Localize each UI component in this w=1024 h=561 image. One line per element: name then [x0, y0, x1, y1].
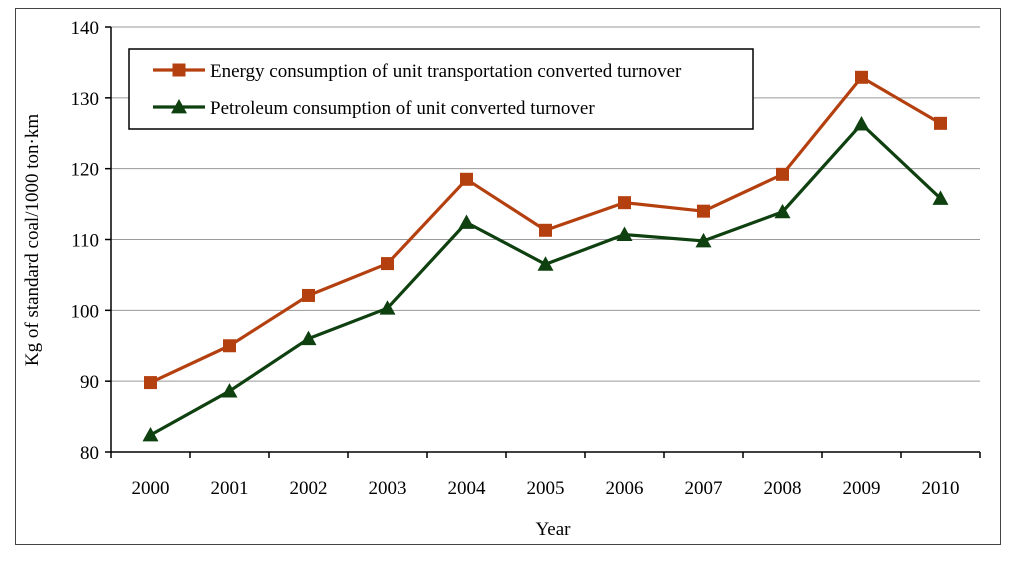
data-point: [142, 427, 159, 442]
data-point: [616, 226, 633, 241]
data-point: [460, 172, 473, 186]
legend-entry-1: Energy consumption of unit transportatio…: [153, 61, 682, 82]
legend-entry-2: Petroleum consumption of unit converted …: [153, 98, 595, 119]
legend-box: [128, 48, 754, 130]
series-line: [149, 122, 942, 437]
y-tick-label: 90: [80, 372, 99, 393]
data-point: [695, 232, 712, 248]
y-tick-label: 80: [80, 443, 99, 464]
x-tick-label: 2010: [922, 478, 960, 499]
data-point: [144, 376, 157, 390]
y-tick-label: 110: [71, 231, 99, 252]
data-point: [776, 167, 789, 181]
x-tick-label: 2006: [606, 478, 644, 499]
y-axis-title: Kg of standard coal/1000 ton·km: [22, 114, 43, 366]
y-tick-label: 120: [71, 160, 100, 181]
data-point: [379, 300, 396, 315]
series-1: [144, 70, 947, 390]
data-point: [539, 223, 552, 237]
tick-labels: 80 90 100 110 120 130 140 2000 2001 2002 2003 2004 2…: [71, 18, 960, 499]
y-tick-label: 140: [71, 18, 100, 39]
x-tick-label: 2004: [448, 478, 487, 499]
data-point: [381, 257, 394, 271]
x-tick-label: 2008: [764, 478, 802, 499]
data-point: [697, 204, 710, 218]
y-tick-label: 130: [71, 89, 100, 110]
data-point: [932, 190, 949, 205]
x-tick-label: 2002: [290, 478, 328, 499]
legend-label: Petroleum consumption of unit converted …: [210, 98, 595, 119]
legend-marker: [172, 63, 186, 77]
x-tick-label: 2001: [211, 478, 249, 499]
legend-marker: [171, 99, 187, 114]
x-axis-title: Year: [535, 519, 571, 540]
axes: [105, 26, 981, 458]
series-lines: [142, 70, 949, 442]
x-tick-label: 2000: [132, 478, 170, 499]
legend-label: Energy consumption of unit transportatio…: [210, 61, 682, 82]
data-point: [855, 70, 868, 84]
data-point: [774, 203, 791, 219]
series-2: [142, 116, 949, 442]
data-point: [302, 288, 315, 302]
data-point: [537, 256, 554, 271]
x-tick-label: 2005: [527, 478, 565, 499]
data-point: [618, 196, 631, 210]
x-tick-label: 2009: [843, 478, 881, 499]
data-point: [221, 383, 238, 398]
legend: Energy consumption of unit transportatio…: [128, 48, 754, 130]
x-tick-label: 2007: [685, 478, 723, 499]
x-tick-label: 2003: [369, 478, 407, 499]
data-point: [300, 330, 317, 346]
data-point: [934, 116, 947, 130]
data-point: [223, 339, 236, 353]
data-point: [458, 214, 475, 229]
data-point: [853, 116, 870, 131]
y-tick-label: 100: [71, 301, 100, 322]
